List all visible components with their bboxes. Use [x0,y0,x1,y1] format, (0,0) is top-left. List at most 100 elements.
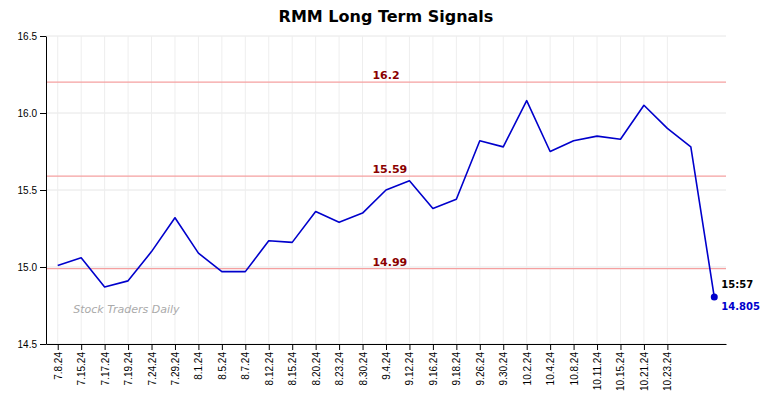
x-tick-label: 9.16.24 [428,352,439,386]
x-tick: 8.12.24 [264,344,275,385]
x-tick-label: 9.4.24 [381,352,392,380]
y-tick: 14.5 [18,339,46,350]
annotation: 14.805 [721,301,760,312]
plot-area: 7.8.24 7.15.24 7.17.24 7.19.24 7.24.24 7.29.2… [18,31,760,391]
x-tick: 9.18.24 [451,344,462,385]
x-tick-mark [550,344,551,350]
reference-label: 15.59 [372,163,407,176]
x-tick-mark [316,344,317,350]
x-axis: 7.8.24 7.15.24 7.17.24 7.19.24 7.24.24 7.29.2… [47,344,727,391]
x-tick: 8.23.24 [334,344,345,385]
x-tick-mark [292,344,293,350]
reference-label: 16.2 [372,69,399,82]
x-tick-mark [644,344,645,350]
y-tick-mark [40,267,46,268]
x-tick-mark [58,344,59,350]
series-line [58,101,715,297]
x-tick: 10.4.24 [545,344,556,385]
x-tick-label: 9.30.24 [498,352,509,386]
x-tick-label: 7.24.24 [147,352,158,386]
x-tick-mark [175,344,176,350]
y-tick-mark [40,190,46,191]
y-tick-mark [40,113,46,114]
reference-label: 14.99 [372,256,407,269]
x-tick-mark [503,344,504,350]
x-tick: 7.24.24 [147,344,158,385]
x-tick: 8.7.24 [240,344,251,380]
x-tick-mark [152,344,153,350]
x-tick-mark [363,344,364,350]
x-tick-label: 10.21.24 [639,352,650,391]
x-tick-mark [222,344,223,350]
watermark: Stock Traders Daily [73,303,180,316]
x-tick-label: 8.20.24 [311,352,322,386]
x-tick: 9.12.24 [404,344,415,385]
x-tick-label: 9.18.24 [451,352,462,386]
x-tick-mark [81,344,82,350]
x-tick: 7.17.24 [100,344,111,385]
x-tick-mark [339,344,340,350]
y-tick-label: 14.5 [18,339,38,350]
x-tick: 10.23.24 [662,344,673,391]
x-tick-mark [597,344,598,350]
grid [46,36,726,344]
x-tick-label: 9.12.24 [404,352,415,386]
x-tick-mark [527,344,528,350]
y-tick-mark [40,344,46,345]
x-tick: 10.21.24 [639,344,650,391]
y-tick-label: 15.5 [18,185,38,196]
x-tick: 7.8.24 [53,344,64,380]
x-tick: 9.30.24 [498,344,509,385]
chart: 7.8.24 7.15.24 7.17.24 7.19.24 7.24.24 7.29.2… [0,0,784,398]
x-tick-mark [128,344,129,350]
marks [46,82,726,300]
x-tick: 7.19.24 [123,344,134,385]
x-tick: 8.30.24 [358,344,369,385]
x-tick-label: 7.29.24 [170,352,181,386]
x-tick-label: 8.12.24 [264,352,275,386]
x-tick: 9.16.24 [428,344,439,385]
x-tick: 8.20.24 [311,344,322,385]
x-tick-mark [456,344,457,350]
x-tick: 10.8.24 [569,344,580,385]
x-tick-label: 8.1.24 [193,352,204,380]
x-tick-label: 9.26.24 [475,352,486,386]
x-tick: 10.11.24 [592,344,603,390]
y-tick-mark [40,36,46,37]
x-tick: 8.5.24 [217,344,228,380]
x-tick: 9.26.24 [475,344,486,385]
y-tick: 16.0 [18,108,46,119]
y-tick-label: 16.0 [18,108,38,119]
x-tick-label: 10.15.24 [615,352,626,391]
x-tick-mark [386,344,387,350]
x-tick-label: 8.15.24 [287,352,298,386]
x-tick-mark [574,344,575,350]
x-tick: 8.1.24 [193,344,204,380]
x-tick-label: 7.19.24 [123,352,134,386]
x-tick: 8.15.24 [287,344,298,385]
x-tick-mark [480,344,481,350]
x-tick-label: 10.11.24 [592,352,603,391]
x-tick-mark [409,344,410,350]
x-tick-label: 10.23.24 [662,352,673,391]
x-tick: 7.15.24 [76,344,87,385]
y-tick-label: 15.0 [18,262,38,273]
x-tick: 10.2.24 [522,344,533,385]
y-axis-line [46,37,47,345]
x-tick-label: 8.5.24 [217,352,228,380]
x-tick-label: 8.23.24 [334,352,345,386]
x-tick-label: 8.7.24 [240,352,251,380]
y-axis: 14.5 15.0 15.5 16.0 16.5 [18,31,47,350]
x-tick: 10.15.24 [615,344,626,391]
x-tick: 9.4.24 [381,344,392,380]
x-tick-label: 7.15.24 [76,352,87,386]
y-tick: 15.5 [18,185,46,196]
x-tick-mark [433,344,434,350]
x-tick-mark [245,344,246,350]
x-tick-mark [269,344,270,350]
x-tick-label: 7.17.24 [100,352,111,386]
y-tick-label: 16.5 [18,31,38,42]
y-tick: 16.5 [18,31,46,42]
x-tick-mark [198,344,199,350]
last-point [711,294,718,301]
